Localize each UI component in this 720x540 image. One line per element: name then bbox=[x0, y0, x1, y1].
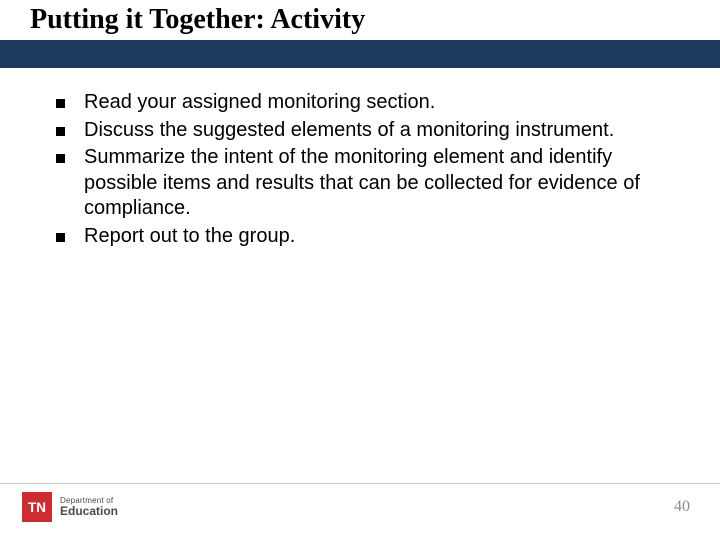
logo-text: Department of Education bbox=[60, 497, 118, 517]
bullet-text: Read your assigned monitoring section. bbox=[84, 91, 435, 113]
content-area: Read your assigned monitoring section. D… bbox=[0, 68, 720, 252]
bullet-marker-icon bbox=[56, 127, 65, 136]
slide: Putting it Together: Activity Read your … bbox=[0, 0, 720, 540]
bullet-text: Discuss the suggested elements of a moni… bbox=[84, 119, 614, 141]
page-number: 40 bbox=[674, 498, 690, 516]
bullet-item: Read your assigned monitoring section. bbox=[56, 90, 682, 116]
bullet-item: Discuss the suggested elements of a moni… bbox=[56, 118, 682, 144]
header-band bbox=[0, 40, 720, 68]
tn-logo-box: TN bbox=[22, 492, 52, 522]
bullet-marker-icon bbox=[56, 233, 65, 242]
bullet-marker-icon bbox=[56, 154, 65, 163]
slide-title: Putting it Together: Activity bbox=[30, 4, 690, 36]
footer-inner: TN Department of Education 40 bbox=[0, 492, 720, 540]
bullet-list: Read your assigned monitoring section. D… bbox=[56, 90, 682, 250]
bullet-item: Summarize the intent of the monitoring e… bbox=[56, 145, 682, 222]
logo-line2: Education bbox=[60, 505, 118, 517]
title-row: Putting it Together: Activity bbox=[0, 0, 720, 36]
footer-divider bbox=[0, 483, 720, 484]
tn-logo-text: TN bbox=[28, 500, 46, 515]
bullet-text: Summarize the intent of the monitoring e… bbox=[84, 146, 640, 219]
bullet-text: Report out to the group. bbox=[84, 225, 295, 247]
bullet-item: Report out to the group. bbox=[56, 224, 682, 250]
header: Putting it Together: Activity bbox=[0, 0, 720, 68]
tn-education-logo: TN Department of Education bbox=[22, 492, 118, 522]
footer: TN Department of Education 40 bbox=[0, 483, 720, 540]
bullet-marker-icon bbox=[56, 99, 65, 108]
